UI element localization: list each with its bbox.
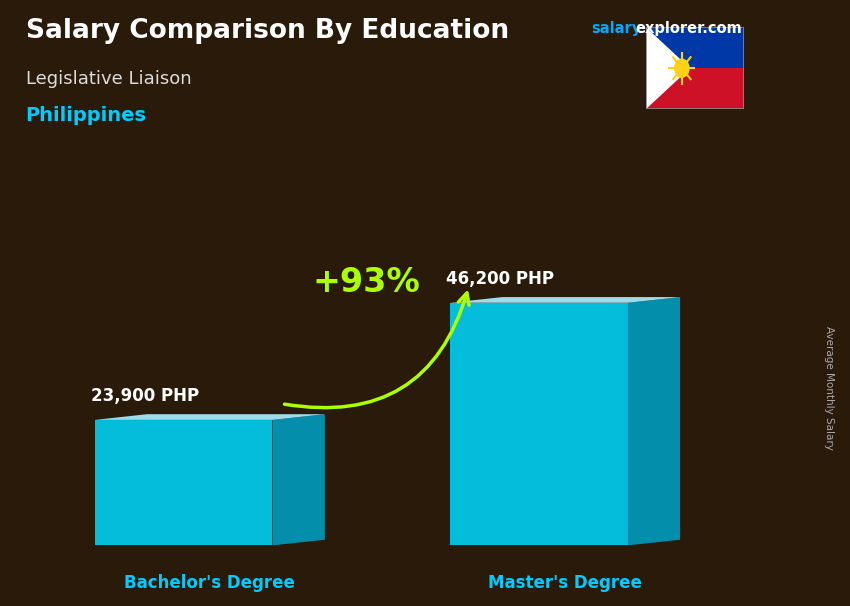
Text: Bachelor's Degree: Bachelor's Degree xyxy=(124,574,295,592)
Text: +93%: +93% xyxy=(312,265,420,299)
Polygon shape xyxy=(272,415,325,545)
Text: 46,200 PHP: 46,200 PHP xyxy=(446,270,554,288)
Polygon shape xyxy=(646,68,744,109)
Text: explorer.com: explorer.com xyxy=(636,21,743,36)
Polygon shape xyxy=(646,27,690,109)
Text: Salary Comparison By Education: Salary Comparison By Education xyxy=(26,18,508,44)
FancyArrowPatch shape xyxy=(285,293,469,408)
Polygon shape xyxy=(646,27,744,68)
Polygon shape xyxy=(627,297,680,545)
Text: Average Monthly Salary: Average Monthly Salary xyxy=(824,326,834,450)
Text: 23,900 PHP: 23,900 PHP xyxy=(91,387,199,405)
Text: Legislative Liaison: Legislative Liaison xyxy=(26,70,191,88)
Polygon shape xyxy=(95,415,325,420)
Polygon shape xyxy=(95,420,272,545)
Text: Master's Degree: Master's Degree xyxy=(488,574,642,592)
Text: salary: salary xyxy=(591,21,641,36)
Polygon shape xyxy=(450,297,680,303)
Polygon shape xyxy=(450,303,627,545)
Text: Philippines: Philippines xyxy=(26,106,146,125)
Circle shape xyxy=(675,59,689,77)
